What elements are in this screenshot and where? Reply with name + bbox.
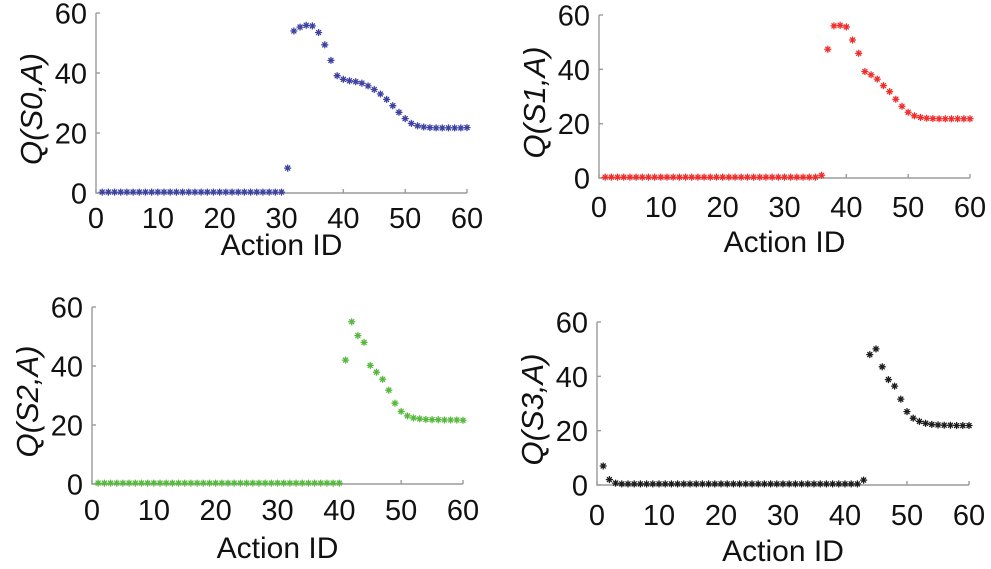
x-tick-label: 50 — [891, 500, 923, 532]
x-tick-label: 40 — [327, 203, 359, 235]
data-points — [601, 21, 974, 181]
x-axis-title: Action ID — [724, 226, 846, 259]
y-tick-label: 0 — [71, 178, 87, 210]
y-tick-label: 40 — [556, 362, 588, 394]
y-axis-title: Q(S1,A) — [517, 47, 552, 159]
x-tick-label: 10 — [645, 192, 677, 224]
x-axis-title: Action ID — [722, 535, 844, 568]
y-tick-label: 60 — [55, 0, 87, 30]
plot-canvas: 0 10 20 30 40 50 60 0 20 40 60 Action ID Q(S3,A) — [515, 307, 985, 568]
x-tick-label: 0 — [589, 500, 605, 532]
y-tick-label: 0 — [67, 469, 83, 501]
x-axis-title: Action ID — [217, 532, 339, 565]
x-tick-label: 10 — [142, 203, 174, 235]
plot-canvas: 0 10 20 30 40 50 60 0 20 40 60 Action ID Q(S2,A) — [10, 292, 479, 565]
axes — [95, 12, 468, 194]
axes — [596, 321, 970, 486]
axis-lines — [596, 322, 969, 486]
x-tick-label: 60 — [451, 203, 483, 235]
y-tick-label: 40 — [51, 351, 83, 383]
x-tick-label: 20 — [204, 203, 236, 235]
x-tick-label: 30 — [768, 192, 800, 224]
y-axis-title: Q(S3,A) — [515, 354, 550, 466]
data-points — [94, 318, 467, 487]
x-tick-label: 0 — [591, 192, 607, 224]
axis-lines — [95, 13, 467, 194]
plot-canvas: 0 10 20 30 40 50 60 0 20 40 60 Action ID Q(S1,A) — [517, 0, 986, 259]
x-tick-label: 20 — [200, 495, 232, 527]
y-tick-label: 20 — [556, 416, 588, 448]
subplot-q-s3: 0 10 20 30 40 50 60 0 20 40 60 Action ID Q(S3,A) — [496, 285, 991, 569]
x-tick-label: 50 — [389, 203, 421, 235]
x-tick-label: 10 — [643, 500, 675, 532]
axis-lines — [598, 15, 970, 179]
y-tick-label: 20 — [51, 410, 83, 442]
axes — [91, 306, 464, 485]
x-tick-label: 40 — [829, 500, 861, 532]
y-tick-label: 20 — [55, 118, 87, 150]
x-tick-label: 50 — [892, 192, 924, 224]
x-tick-label: 60 — [953, 500, 985, 532]
y-tick-label: 0 — [574, 163, 590, 195]
x-tick-label: 30 — [261, 495, 293, 527]
x-tick-label: 10 — [138, 495, 170, 527]
y-tick-label: 60 — [558, 0, 590, 32]
x-tick-label: 30 — [265, 203, 297, 235]
y-tick-label: 60 — [51, 292, 83, 324]
data-points — [98, 21, 471, 196]
subplot-q-s0: 0 10 20 30 40 50 60 0 20 40 60 Action ID Q(S0,A) — [0, 0, 496, 285]
x-tick-label: 40 — [830, 192, 862, 224]
plot-canvas: 0 10 20 30 40 50 60 0 20 40 60 Action ID Q(S0,A) — [14, 0, 483, 262]
x-tick-label: 20 — [707, 192, 739, 224]
y-tick-label: 0 — [572, 470, 588, 502]
y-tick-label: 40 — [558, 55, 590, 87]
x-tick-label: 60 — [447, 495, 479, 527]
y-tick-label: 20 — [558, 109, 590, 141]
x-tick-label: 20 — [705, 500, 737, 532]
y-axis-title: Q(S0,A) — [14, 53, 49, 165]
subplot-q-s1: 0 10 20 30 40 50 60 0 20 40 60 Action ID Q(S1,A) — [496, 0, 991, 285]
x-tick-label: 30 — [767, 500, 799, 532]
data-points — [599, 345, 973, 488]
axis-lines — [91, 307, 463, 485]
x-axis-title: Action ID — [221, 229, 343, 262]
y-axis-title: Q(S2,A) — [10, 346, 45, 458]
x-tick-label: 0 — [84, 495, 100, 527]
x-tick-label: 50 — [385, 495, 417, 527]
axes — [598, 14, 971, 179]
y-tick-label: 60 — [556, 307, 588, 339]
x-tick-label: 40 — [323, 495, 355, 527]
x-tick-label: 0 — [88, 203, 104, 235]
subplot-q-s2: 0 10 20 30 40 50 60 0 20 40 60 Action ID Q(S2,A) — [0, 285, 496, 569]
y-tick-label: 40 — [55, 58, 87, 90]
x-tick-label: 60 — [954, 192, 986, 224]
